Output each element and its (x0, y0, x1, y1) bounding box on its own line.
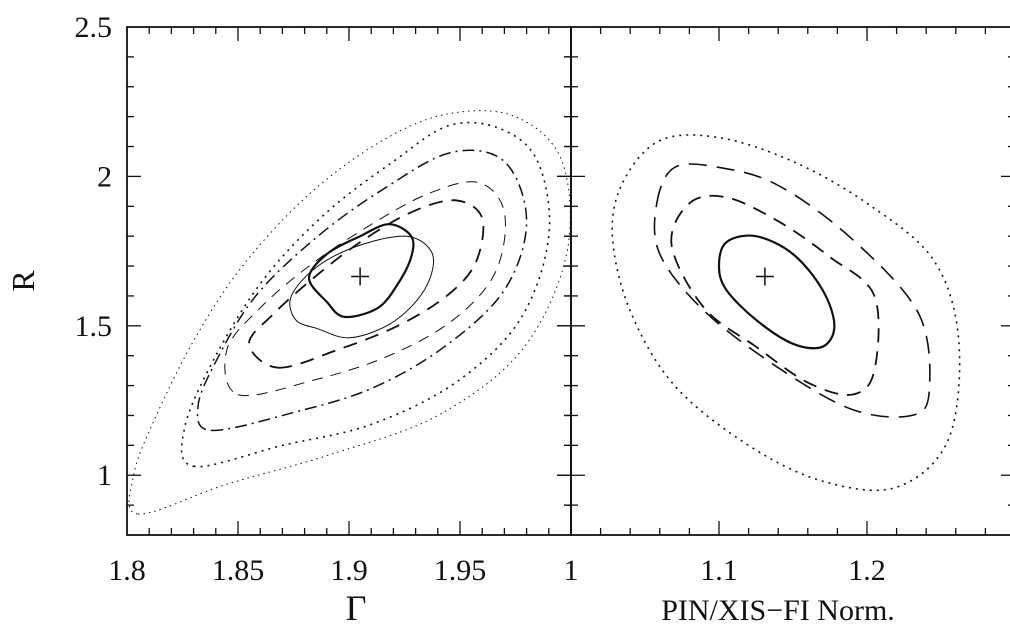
right-panel: 1 1.1 1.2 (557, 26, 1010, 587)
contour-dot-outer (128, 110, 571, 515)
x-tick-label: 1.95 (434, 554, 487, 587)
contour-solid (307, 223, 415, 319)
contour-solid (717, 234, 836, 350)
x-tick-label: 1.85 (212, 554, 265, 587)
right-contours (611, 134, 961, 492)
contour-dot (180, 121, 551, 468)
left-best-fit-marker (351, 267, 370, 286)
right-plot-frame (570, 26, 1010, 536)
contour-dash (248, 199, 485, 369)
left-plot-frame (126, 26, 572, 536)
left-x-axis-label: Γ (346, 588, 367, 628)
contour-dash-thin (224, 181, 506, 397)
left-tick-marks (127, 27, 571, 535)
right-tick-marks (557, 27, 1010, 535)
y-tick-label: 1.5 (75, 310, 113, 343)
x-tick-label: 1.8 (108, 554, 146, 587)
y-tick-label: 2 (97, 160, 112, 193)
contour-dash-coarse (653, 163, 931, 418)
y-tick-label: 1 (97, 459, 112, 492)
x-tick-label: 1.2 (848, 554, 886, 587)
left-panel: 1.8 1.85 1.9 1.95 1 1.5 2 2.5 (75, 11, 572, 587)
left-x-tick-labels: 1.8 1.85 1.9 1.95 (108, 554, 486, 587)
left-y-tick-labels: 1 1.5 2 2.5 (75, 11, 113, 492)
right-x-axis-label: PIN/XIS−FI Norm. (661, 594, 895, 627)
y-tick-label: 2.5 (75, 11, 113, 44)
left-contours (128, 110, 571, 515)
right-best-fit-marker (755, 267, 774, 286)
contour-dot (611, 134, 961, 492)
left-y-axis-label: R (5, 270, 41, 292)
x-tick-label: 1.9 (330, 554, 368, 587)
x-tick-label: 1.1 (700, 554, 738, 587)
contour-solid-thin (289, 235, 435, 339)
right-x-tick-labels: 1 1.1 1.2 (564, 554, 886, 587)
x-tick-label: 1 (564, 554, 579, 587)
contour-dash-dot (196, 149, 528, 432)
